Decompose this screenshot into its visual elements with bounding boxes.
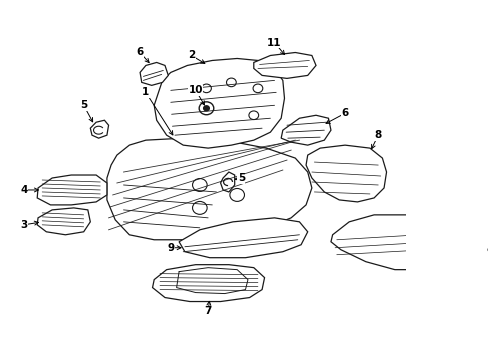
Polygon shape — [107, 138, 311, 240]
Polygon shape — [140, 62, 168, 85]
Text: 9: 9 — [486, 247, 488, 257]
Text: 7: 7 — [204, 306, 211, 316]
Polygon shape — [179, 218, 307, 258]
Text: 9: 9 — [167, 243, 174, 253]
Text: 1: 1 — [142, 87, 149, 97]
Text: 5: 5 — [80, 100, 87, 110]
Polygon shape — [152, 265, 264, 302]
Text: 6: 6 — [341, 108, 348, 118]
Polygon shape — [281, 115, 330, 145]
Polygon shape — [37, 208, 90, 235]
Polygon shape — [37, 175, 107, 205]
Polygon shape — [90, 120, 108, 138]
Text: 8: 8 — [374, 130, 381, 140]
Text: 6: 6 — [136, 48, 143, 58]
Polygon shape — [253, 53, 315, 78]
Polygon shape — [154, 58, 284, 148]
Circle shape — [203, 106, 209, 111]
Text: 5: 5 — [237, 173, 244, 183]
Polygon shape — [330, 215, 477, 270]
Text: 3: 3 — [20, 220, 27, 230]
Text: 10: 10 — [188, 85, 203, 95]
Polygon shape — [305, 145, 386, 202]
Text: 11: 11 — [267, 37, 281, 48]
Text: 2: 2 — [187, 50, 195, 60]
Polygon shape — [460, 210, 488, 242]
Polygon shape — [220, 172, 234, 192]
Text: 4: 4 — [20, 185, 27, 195]
